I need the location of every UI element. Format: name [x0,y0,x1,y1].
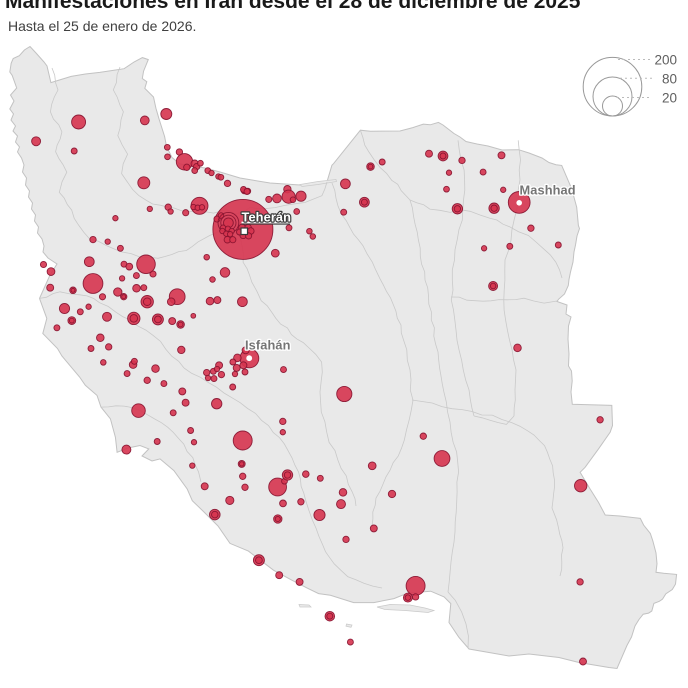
svg-text:Teherán: Teherán [242,210,292,225]
svg-text:20: 20 [662,91,677,106]
svg-text:200: 200 [654,53,677,68]
svg-text:Mashhad: Mashhad [520,183,576,198]
svg-text:Isfahán: Isfahán [245,338,291,353]
svg-text:80: 80 [662,72,677,87]
